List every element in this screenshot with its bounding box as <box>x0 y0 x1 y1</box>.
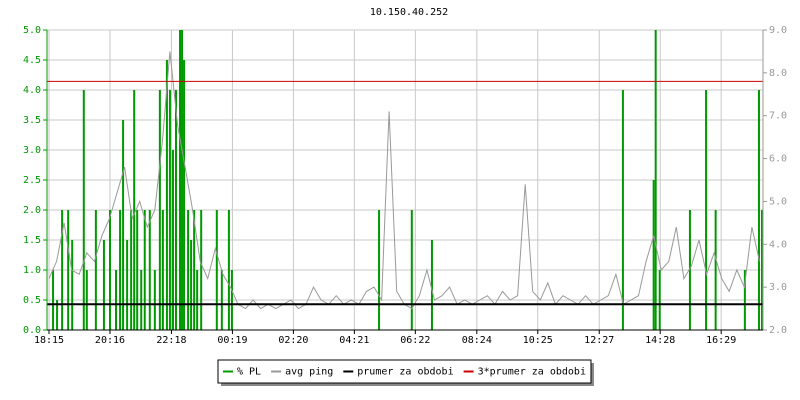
x-tick-label: 04:21 <box>339 335 369 346</box>
pl-bar <box>757 90 760 330</box>
pl-bar <box>140 270 143 330</box>
pl-bar <box>165 60 168 330</box>
y-tick-label: 4.0 <box>23 85 41 96</box>
pl-bar <box>67 210 70 330</box>
y-tick-label: 4.5 <box>23 55 41 66</box>
pl-bar <box>174 90 177 330</box>
y2-tick-label: 4.0 <box>769 239 787 250</box>
pl-bar <box>705 90 708 330</box>
y2-tick-label: 5.0 <box>769 196 787 207</box>
x-tick-label: 02:20 <box>278 335 308 346</box>
pl-bar <box>193 210 196 330</box>
x-tick-label: 06:22 <box>400 335 430 346</box>
pl-bar <box>115 270 118 330</box>
x-tick-label: 12:27 <box>584 335 614 346</box>
pl-bar <box>82 90 85 330</box>
pl-bar <box>760 210 763 330</box>
pl-bar <box>143 210 146 330</box>
pl-bar <box>230 270 233 330</box>
pl-bar <box>430 240 433 330</box>
pl-bar <box>102 240 105 330</box>
pl-bar <box>130 210 133 330</box>
legend <box>217 359 592 384</box>
legend-label: 3*prumer za obdobi <box>478 367 586 378</box>
y-tick-label: 5.0 <box>23 25 41 36</box>
pl-bar <box>190 240 193 330</box>
pl-bar <box>133 90 136 330</box>
x-tick-label: 20:16 <box>95 335 125 346</box>
pl-bar <box>94 210 97 330</box>
pl-bar <box>148 210 151 330</box>
x-tick-label: 10:25 <box>523 335 553 346</box>
legend-label: % PL <box>237 367 261 378</box>
x-tick-label: 08:24 <box>462 335 492 346</box>
pl-bar <box>122 120 125 330</box>
pl-bar <box>119 210 122 330</box>
pl-bar <box>196 270 199 330</box>
y-tick-label: 1.0 <box>23 265 41 276</box>
pl-bar <box>108 210 111 330</box>
y-tick-label: 3.5 <box>23 115 41 126</box>
y2-tick-label: 9.0 <box>769 25 787 36</box>
pl-bar <box>200 210 203 330</box>
x-tick-label: 14:28 <box>645 335 675 346</box>
pl-bar <box>183 60 186 330</box>
y-tick-label: 1.5 <box>23 235 41 246</box>
legend-label: avg ping <box>285 367 333 378</box>
pl-bar <box>658 270 661 330</box>
pl-bar <box>714 210 717 330</box>
pl-bar <box>171 150 174 330</box>
pl-bar <box>126 240 129 330</box>
y-tick-label: 0.5 <box>23 295 41 306</box>
pl-bar <box>654 30 657 330</box>
y2-tick-label: 8.0 <box>769 68 787 79</box>
x-tick-label: 18:15 <box>34 335 64 346</box>
pl-bar <box>56 300 59 330</box>
x-tick-label: 16:29 <box>706 335 736 346</box>
chart-title: 10.150.40.252 <box>370 7 448 18</box>
y-tick-label: 2.5 <box>23 175 41 186</box>
y2-tick-label: 2.0 <box>769 325 787 336</box>
pl-bar <box>168 90 171 330</box>
pl-bar <box>378 210 381 330</box>
y2-tick-label: 6.0 <box>769 154 787 165</box>
y-tick-label: 2.0 <box>23 205 41 216</box>
pl-bar <box>61 210 64 330</box>
pl-bar <box>153 270 156 330</box>
y-tick-label: 0.0 <box>23 325 41 336</box>
legend-label: prumer za obdobi <box>357 367 453 378</box>
pl-bar <box>85 270 88 330</box>
pl-bar <box>621 90 624 330</box>
pl-bar <box>215 210 218 330</box>
y2-tick-label: 7.0 <box>769 111 787 122</box>
y-tick-label: 3.0 <box>23 145 41 156</box>
x-tick-label: 00:19 <box>217 335 247 346</box>
pl-bar <box>220 270 223 330</box>
pl-bar <box>410 210 413 330</box>
y2-tick-label: 3.0 <box>769 282 787 293</box>
pl-bar <box>158 90 161 330</box>
pl-bar <box>743 270 746 330</box>
pl-bar <box>179 30 182 330</box>
pl-bar <box>652 180 655 330</box>
pl-bar <box>688 210 691 330</box>
pl-bar <box>161 210 164 330</box>
pl-bar <box>136 210 139 330</box>
pl-bar <box>227 210 230 330</box>
pl-bar <box>71 240 74 330</box>
x-tick-label: 22:18 <box>156 335 186 346</box>
pl-bar <box>52 270 55 330</box>
pl-bar <box>181 30 184 330</box>
pl-bar <box>187 210 190 330</box>
